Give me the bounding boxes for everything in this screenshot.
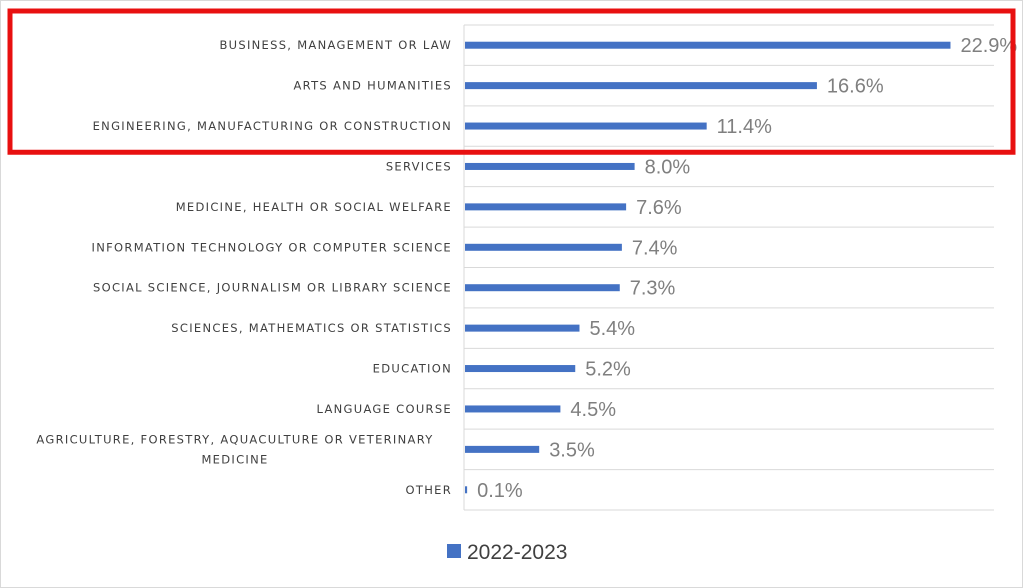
highlight-box — [7, 8, 1016, 155]
data-label: 7.3% — [630, 278, 676, 300]
data-label: 5.4% — [589, 318, 635, 340]
legend: 2022-2023 — [447, 541, 567, 564]
category-label: MEDICINE, HEALTH OR SOCIAL WELFARE — [176, 200, 452, 214]
category-label: EDUCATION — [373, 362, 452, 376]
data-label: 22.9% — [960, 35, 1017, 57]
legend-swatch — [447, 544, 461, 558]
value-labels: 22.9% 16.6% 11.4% 8.0% 7.6% 7.4% 7.3% 5.4% 5.2% 4… — [477, 35, 1017, 502]
data-label: 11.4% — [717, 116, 772, 138]
category-label: INFORMATION TECHNOLOGY OR COMPUTER SCIEN… — [92, 240, 452, 254]
bar — [465, 243, 622, 251]
category-label: SCIENCES, MATHEMATICS OR STATISTICS — [171, 321, 452, 335]
category-label: AGRICULTURE, FORESTRY, AQUACULTURE OR VE… — [36, 432, 433, 466]
bar — [465, 203, 627, 211]
data-label: 5.2% — [585, 359, 631, 381]
data-label: 7.6% — [636, 197, 682, 219]
bar — [465, 162, 635, 170]
category-label: OTHER — [406, 483, 452, 497]
category-label: ARTS AND HUMANITIES — [293, 79, 452, 93]
bar — [465, 41, 951, 49]
category-label: SERVICES — [386, 159, 452, 173]
data-label: 4.5% — [570, 399, 616, 421]
data-label: 16.6% — [827, 76, 884, 98]
bar — [465, 324, 580, 332]
category-labels: BUSINESS, MANAGEMENT OR LAW ARTS AND HUMA… — [36, 38, 452, 497]
gridlines — [463, 24, 994, 511]
category-label: BUSINESS, MANAGEMENT OR LAW — [219, 38, 452, 52]
bar — [465, 82, 817, 90]
category-label: SOCIAL SCIENCE, JOURNALISM OR LIBRARY SC… — [93, 281, 452, 295]
category-label: LANGUAGE COURSE — [316, 402, 452, 416]
bar — [465, 445, 540, 453]
data-label: 0.1% — [477, 480, 523, 502]
data-label: 3.5% — [549, 439, 595, 461]
category-label: ENGINEERING, MANUFACTURING OR CONSTRUCTI… — [93, 119, 452, 133]
bar — [465, 284, 620, 292]
data-label: 7.4% — [632, 237, 678, 259]
data-label: 8.0% — [645, 156, 691, 178]
bar — [465, 405, 561, 413]
bar — [465, 122, 707, 130]
bar — [465, 486, 468, 494]
legend-label: 2022-2023 — [467, 541, 567, 564]
bars — [465, 41, 951, 494]
bar — [465, 365, 576, 373]
